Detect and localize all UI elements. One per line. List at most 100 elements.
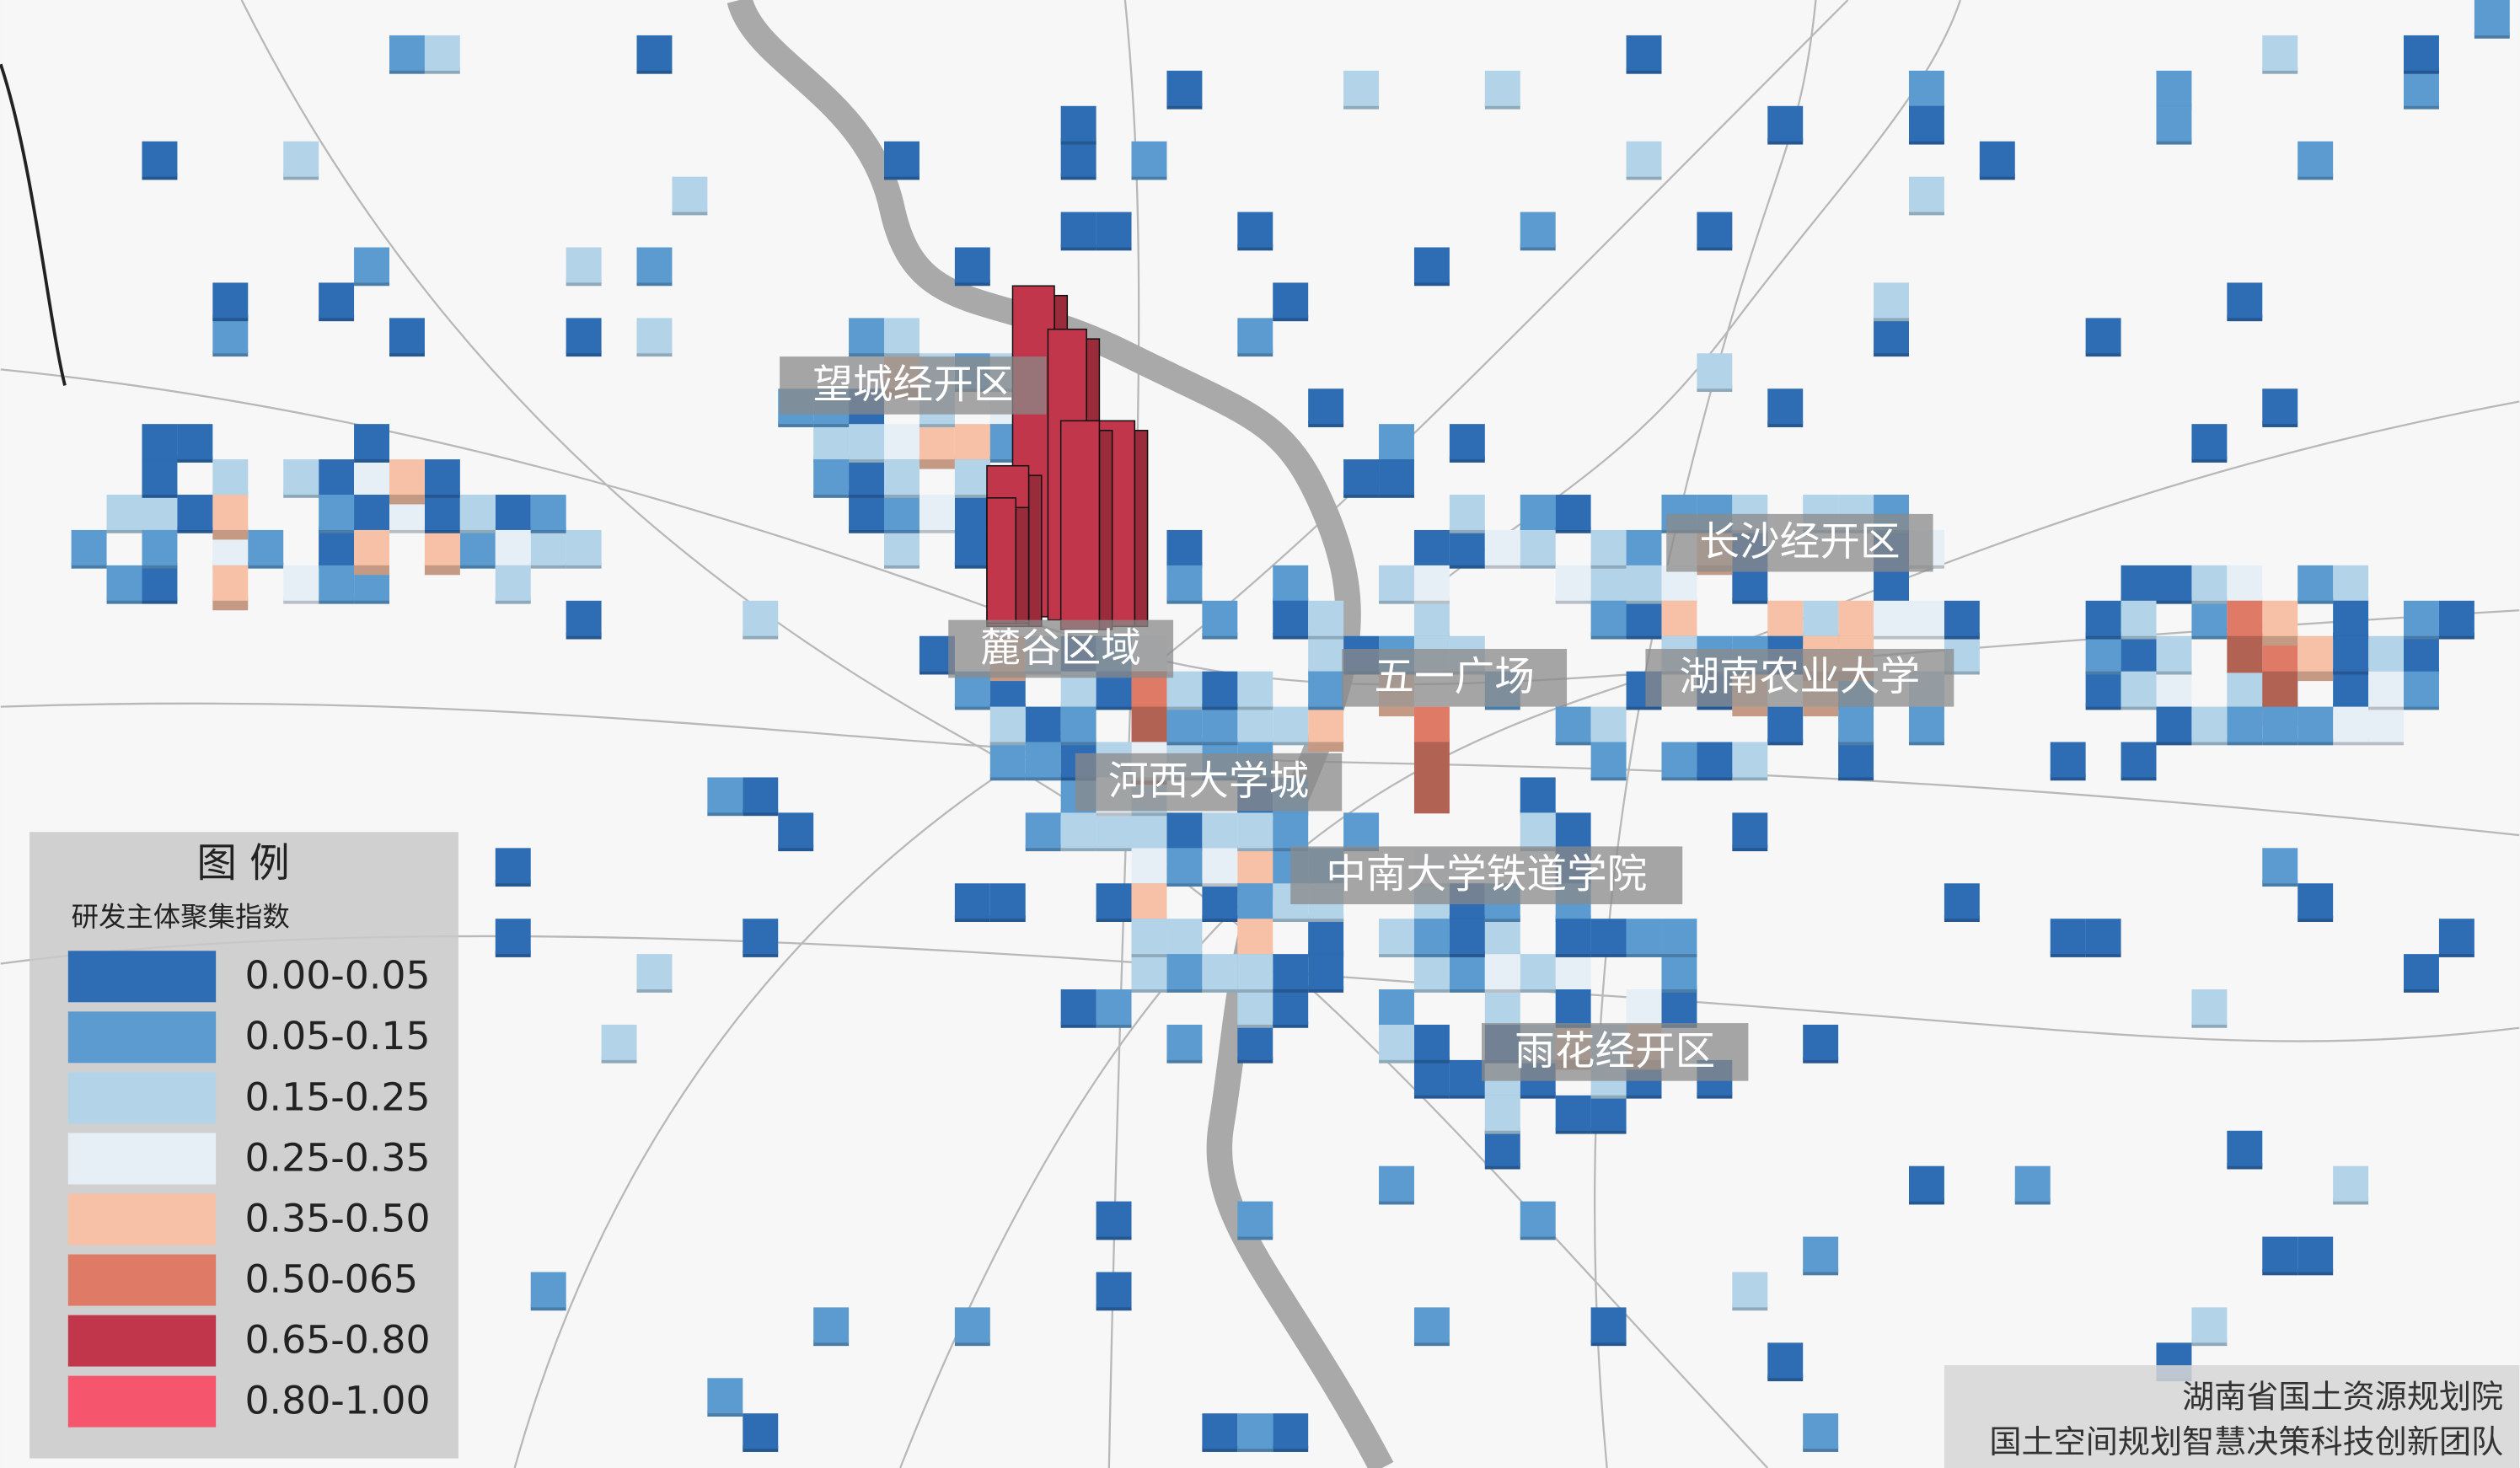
cell [1237, 954, 1273, 990]
cell [2191, 600, 2228, 636]
cell-side [884, 350, 920, 357]
cell-side [106, 527, 142, 533]
cell [1944, 600, 1980, 636]
cell [2297, 706, 2334, 742]
cell [354, 529, 389, 565]
cell-side [1803, 1057, 1839, 1063]
cell [2404, 600, 2439, 636]
cell [1202, 671, 1238, 707]
cell [424, 459, 460, 496]
cell [1343, 459, 1380, 496]
cell-side [707, 1410, 743, 1417]
cell-side [1449, 527, 1485, 533]
cell [636, 954, 673, 990]
cell-side [566, 350, 602, 357]
cell [1803, 1413, 1839, 1449]
cell-side [601, 1057, 637, 1063]
cell [636, 35, 673, 71]
cell [142, 424, 178, 460]
cell-side [2085, 350, 2121, 357]
cell [1874, 600, 1909, 636]
cell [1060, 141, 1096, 177]
cell [2404, 70, 2439, 106]
cell-side [177, 527, 213, 533]
cell [1767, 388, 1804, 425]
credit-box [1944, 1365, 2520, 1468]
cell [530, 495, 566, 530]
cell [2297, 635, 2334, 672]
cell [1379, 459, 1414, 496]
cell [1131, 812, 1167, 849]
cell [1555, 706, 1591, 742]
legend-swatch [67, 1133, 217, 1185]
cell [2368, 671, 2405, 707]
cell [1626, 565, 1662, 601]
cell [1590, 565, 1627, 601]
cell [1308, 388, 1344, 425]
cell [778, 812, 814, 849]
cell [989, 742, 1026, 778]
cell [849, 459, 885, 496]
cell-side [707, 809, 743, 817]
cell [1626, 989, 1662, 1025]
cell [495, 529, 531, 565]
cell [1273, 600, 1309, 636]
cell [2156, 565, 2192, 601]
cell [142, 495, 178, 530]
cell [849, 495, 885, 530]
cell [636, 318, 673, 354]
cell [1626, 919, 1662, 955]
cell [2474, 0, 2510, 35]
cell [2404, 35, 2439, 71]
cell [2297, 141, 2334, 177]
cell [1626, 141, 1662, 177]
cell [1908, 105, 1944, 142]
cell [1520, 529, 1556, 565]
cell [1060, 105, 1096, 142]
tower-side [1015, 506, 1030, 624]
cell [71, 529, 107, 565]
cell [1308, 635, 1344, 672]
cell [1308, 919, 1344, 955]
cell [2191, 424, 2228, 460]
cell [1484, 989, 1520, 1025]
cell [1166, 529, 1203, 565]
cell [2191, 989, 2228, 1025]
cell [1555, 954, 1591, 990]
cell [2262, 35, 2298, 71]
cell [2227, 565, 2263, 601]
cell [1273, 954, 1309, 990]
cell [1626, 35, 1662, 71]
cell [106, 495, 142, 530]
cell [1555, 565, 1591, 601]
cell [1697, 742, 1733, 778]
cell [1060, 212, 1096, 248]
cell [954, 883, 990, 919]
cell [636, 247, 673, 283]
cell [2227, 282, 2263, 319]
cell [1131, 954, 1167, 990]
cell [566, 318, 602, 354]
cell [1520, 777, 1556, 813]
cell [1838, 600, 1874, 636]
cell [1166, 565, 1203, 601]
cell [1449, 424, 1485, 460]
cell [1166, 919, 1203, 955]
cell [459, 529, 496, 565]
cell [1449, 529, 1485, 565]
cell [566, 247, 602, 283]
cell [707, 777, 743, 813]
cell [1413, 600, 1450, 636]
cell [177, 495, 213, 530]
cell [2085, 919, 2121, 955]
cell [212, 565, 249, 601]
cell [1202, 954, 1238, 990]
cell [1343, 70, 1380, 106]
place-label: 河西大学城 [1108, 758, 1309, 805]
cell [2085, 635, 2121, 672]
cell [1202, 812, 1238, 849]
cell [1732, 812, 1768, 849]
place-label: 中南大学铁道学院 [1326, 852, 1647, 898]
cell [1555, 919, 1591, 955]
cell [1661, 919, 1697, 955]
